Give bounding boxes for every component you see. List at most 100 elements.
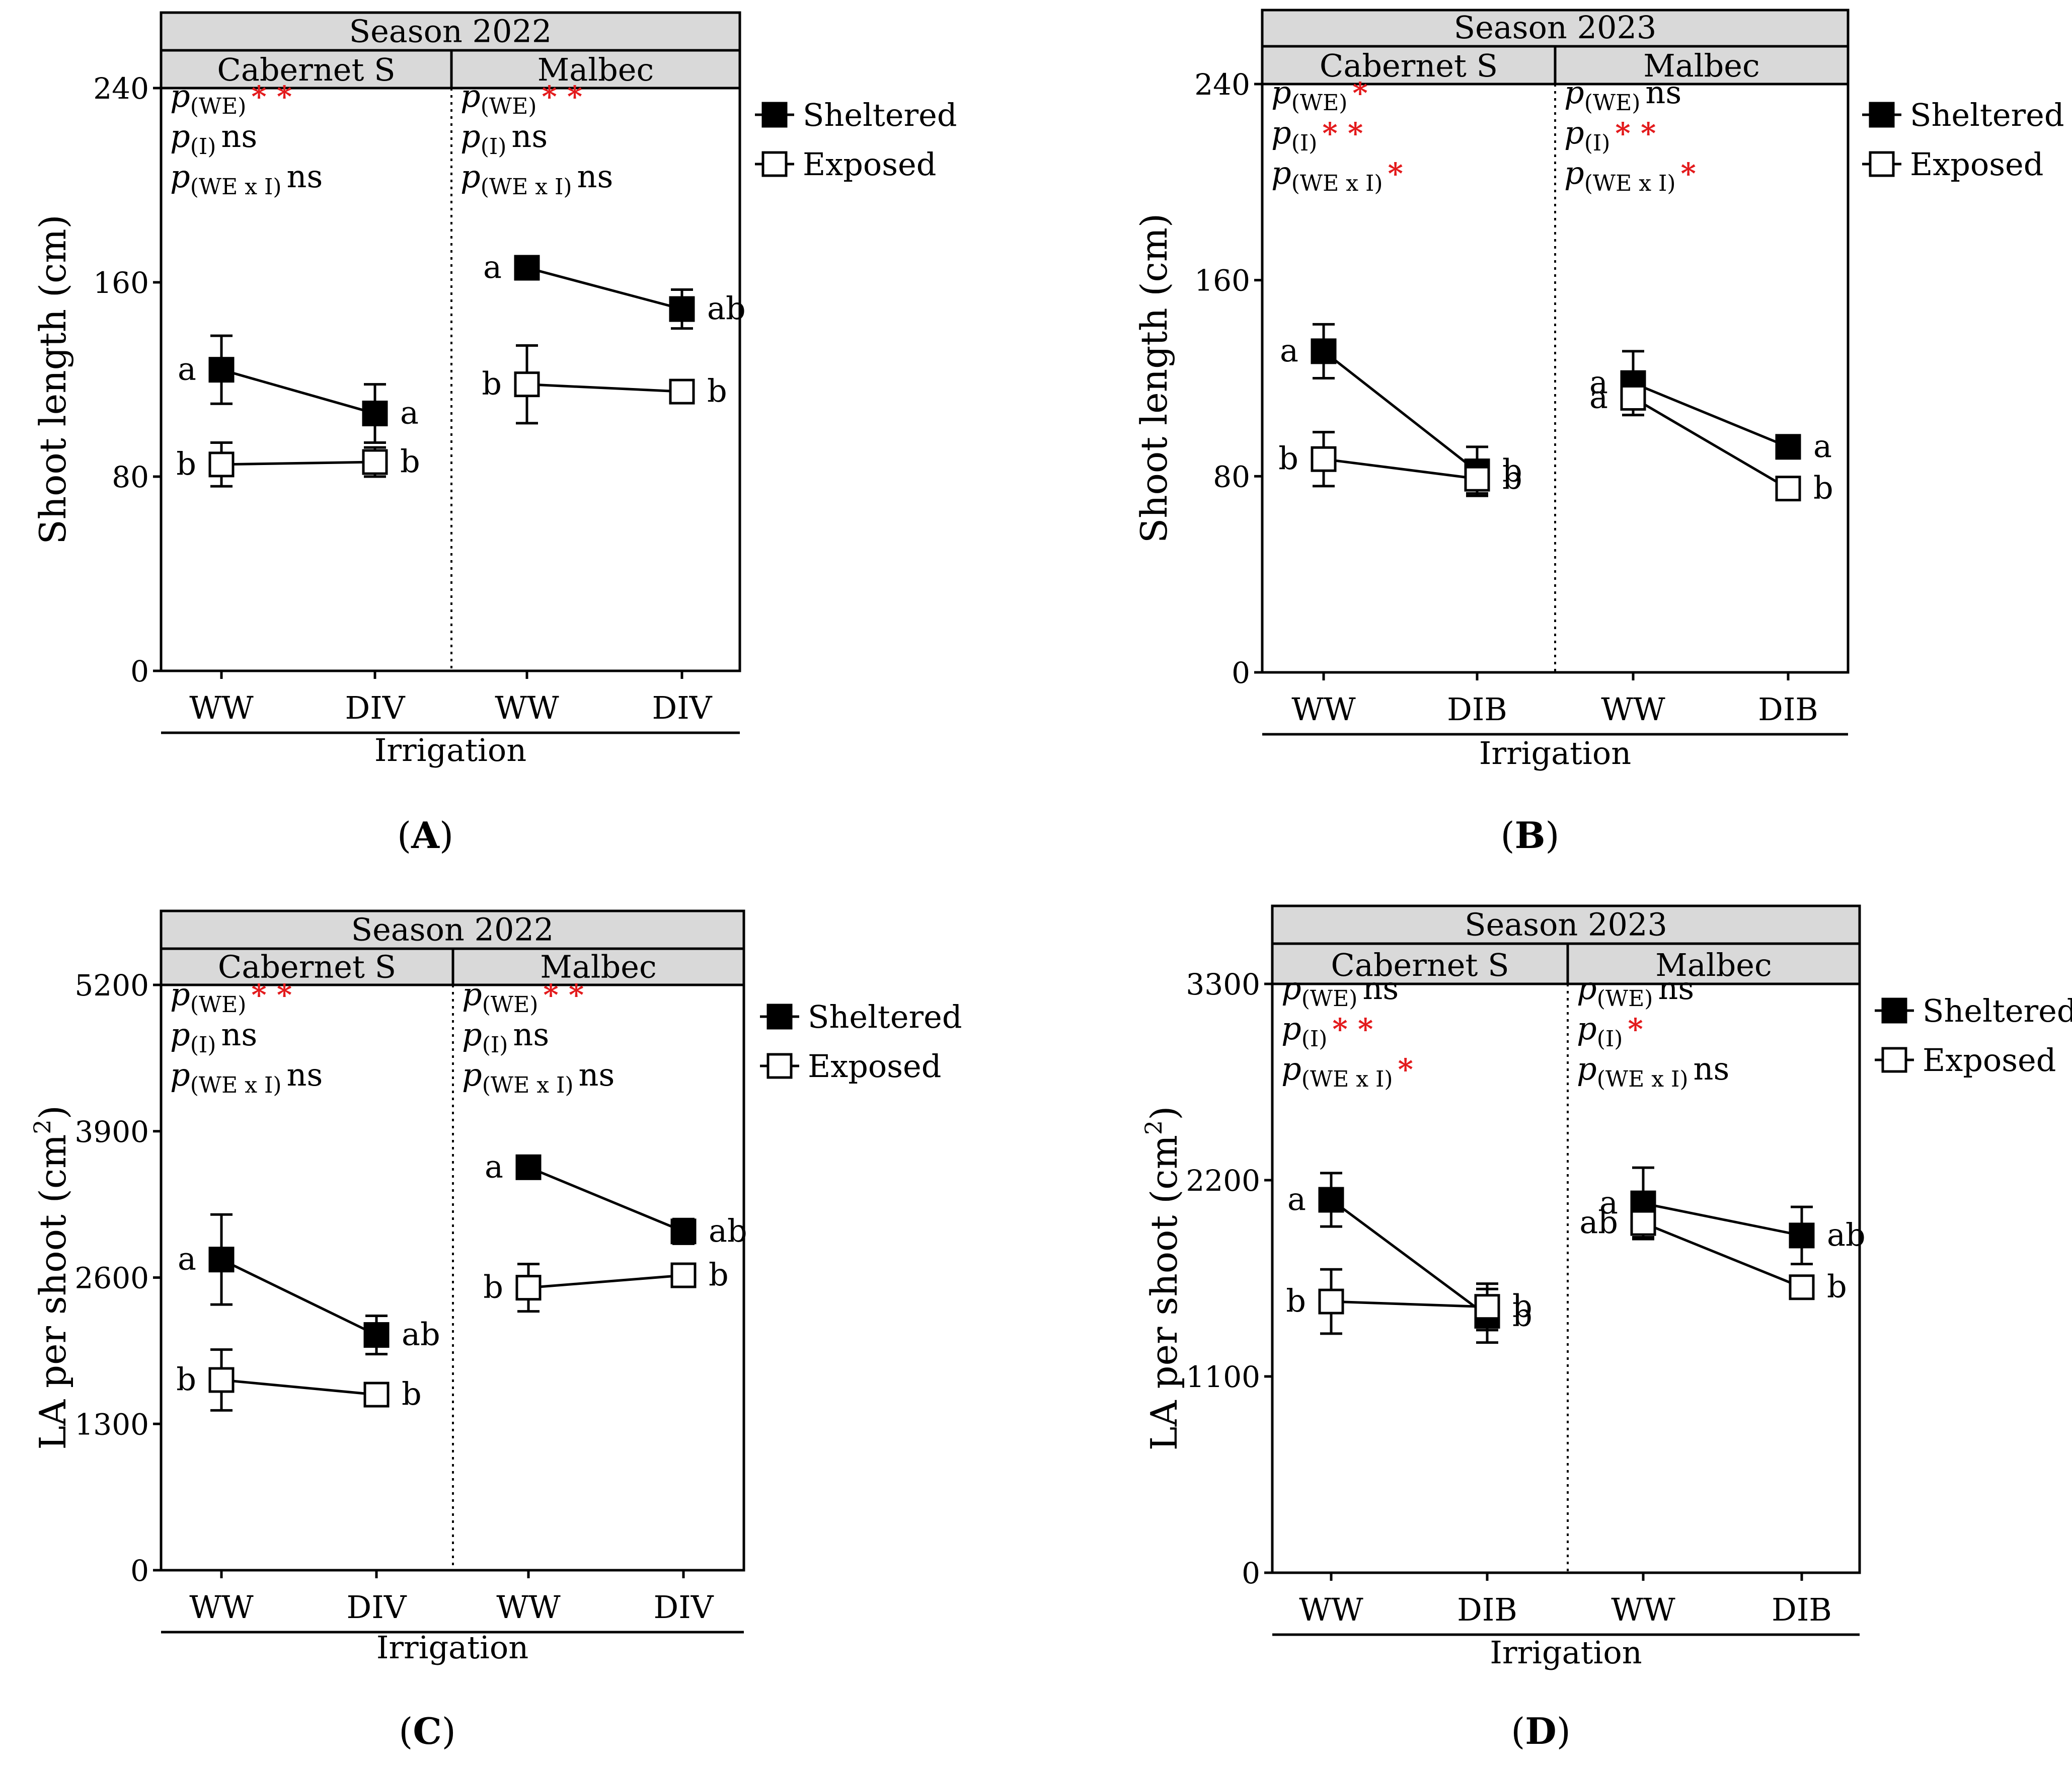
panel-label-letter: A xyxy=(411,814,440,857)
data-point-exposed xyxy=(1775,476,1801,502)
data-point-exposed xyxy=(514,371,540,398)
series-line-exposed xyxy=(1323,457,1478,480)
significance-letter: b xyxy=(1827,1268,1847,1305)
legend-label: Exposed xyxy=(1923,1042,2056,1079)
data-point-exposed xyxy=(515,1275,542,1301)
cultivar-label: Malbec xyxy=(1655,947,1772,983)
y-tick-label: 80 xyxy=(112,460,149,494)
stat-p: p xyxy=(461,158,481,195)
y-tick-label: 240 xyxy=(1194,67,1250,102)
legend-label: Exposed xyxy=(803,146,936,183)
legend-marker-sheltered xyxy=(1881,997,1907,1024)
cultivar-label: Malbec xyxy=(538,51,654,88)
x-tick-label: DIV xyxy=(347,1589,407,1626)
stat-p: p xyxy=(170,1056,190,1093)
stat-term: (WE x I) xyxy=(190,1072,282,1098)
data-point-exposed xyxy=(669,378,695,405)
y-axis-label-text: LA per shoot (cm xyxy=(32,1134,74,1450)
significance-letter: b xyxy=(400,443,420,480)
stat-p: p xyxy=(1577,1010,1597,1047)
stat-term: (WE) xyxy=(1301,986,1358,1012)
stat-line: p(WE x I) ns xyxy=(461,158,613,200)
y-axis-label-text: Shoot length (cm) xyxy=(1133,213,1175,543)
legend-marker-exposed xyxy=(1869,151,1895,177)
stat-p: p xyxy=(170,158,190,195)
data-point-sheltered xyxy=(1775,434,1801,460)
stat-p: p xyxy=(461,118,481,155)
y-axis-label-text: Shoot length (cm) xyxy=(32,214,74,544)
y-tick-label: 0 xyxy=(1232,656,1250,690)
season-title: Season 2023 xyxy=(1454,9,1657,46)
stat-line: p(WE x I) ns xyxy=(170,158,323,200)
legend-label: Sheltered xyxy=(808,998,962,1035)
y-tick-label: 2600 xyxy=(74,1261,149,1295)
x-axis-label: Irrigation xyxy=(1490,1634,1642,1671)
x-tick-label: DIB xyxy=(1447,691,1507,728)
stat-result: ns xyxy=(511,118,548,155)
x-tick-label: WW xyxy=(496,1589,561,1626)
data-point-sheltered xyxy=(208,1247,235,1273)
season-header-bar xyxy=(1261,9,1850,48)
y-axis-label-close: ) xyxy=(1143,1106,1185,1120)
stat-p: p xyxy=(170,78,190,114)
significance-letter: b xyxy=(176,445,196,482)
x-tick-label: WW xyxy=(1291,691,1356,728)
series-line-sheltered xyxy=(528,1166,684,1233)
significance-letter: a xyxy=(178,351,196,388)
stat-p: p xyxy=(1271,74,1291,111)
panel-label-open: ( xyxy=(397,814,411,857)
stat-term: (I) xyxy=(481,134,507,160)
y-axis-label-superscript: 2 xyxy=(29,1119,56,1134)
stat-term: (I) xyxy=(190,1032,216,1058)
x-tick-label: DIV xyxy=(345,689,406,726)
significance-letter: ab xyxy=(1579,1204,1618,1241)
series-line-sheltered xyxy=(1643,1202,1802,1237)
data-point-sheltered xyxy=(1318,1187,1344,1213)
stat-line: p(I) ns xyxy=(461,118,548,160)
significance-letter: a xyxy=(1599,1184,1618,1221)
significance-letter: ab xyxy=(402,1316,440,1353)
stat-line: p(WE) * * xyxy=(170,78,292,119)
x-tick-label: WW xyxy=(1611,1591,1675,1628)
legend: Sheltered Exposed xyxy=(1862,97,2064,183)
y-tick-label: 80 xyxy=(1213,459,1250,494)
data-point-exposed xyxy=(1789,1274,1815,1300)
stat-line: p(I) ns xyxy=(462,1016,549,1058)
y-axis-label: Shoot length (cm) xyxy=(1133,213,1175,543)
stat-line: p(I) * * xyxy=(1564,114,1656,156)
stat-line: p(I) ns xyxy=(170,118,257,160)
data-point-exposed xyxy=(362,449,388,475)
legend-marker-exposed xyxy=(766,1053,793,1079)
stat-result: ns xyxy=(221,1016,257,1053)
stat-p: p xyxy=(462,1056,482,1093)
stat-p: p xyxy=(1564,155,1584,191)
stat-result: * * xyxy=(542,80,582,114)
stat-line: p(WE) ns xyxy=(1564,74,1681,116)
significance-letter: a xyxy=(178,1241,196,1277)
stat-result: ns xyxy=(577,158,613,195)
stat-term: (WE) xyxy=(1291,90,1348,116)
panel-label-close: ) xyxy=(1557,1710,1571,1752)
stat-result: * * xyxy=(1615,116,1656,150)
x-axis-label: Irrigation xyxy=(1479,735,1631,772)
x-tick-label: WW xyxy=(495,689,559,726)
stat-p: p xyxy=(1281,1010,1301,1047)
significance-letter: b xyxy=(1512,1296,1532,1333)
stat-result: ns xyxy=(1694,1050,1730,1087)
stat-result: * xyxy=(1398,1052,1413,1087)
x-tick-label: DIB xyxy=(1457,1591,1517,1628)
stat-line: p(WE x I) * xyxy=(1271,155,1403,196)
y-tick-label: 0 xyxy=(1242,1556,1260,1590)
cultivar-label: Malbec xyxy=(540,949,656,985)
stat-line: p(WE) ns xyxy=(1281,970,1399,1012)
data-point-exposed xyxy=(208,1367,235,1393)
stat-term: (I) xyxy=(190,134,216,160)
season-title: Season 2023 xyxy=(1465,906,1667,943)
season-title: Season 2022 xyxy=(349,13,552,50)
stat-term: (I) xyxy=(1291,130,1318,156)
data-point-exposed xyxy=(1311,446,1337,472)
data-point-sheltered xyxy=(1311,338,1337,364)
y-tick-label: 160 xyxy=(1194,264,1250,298)
